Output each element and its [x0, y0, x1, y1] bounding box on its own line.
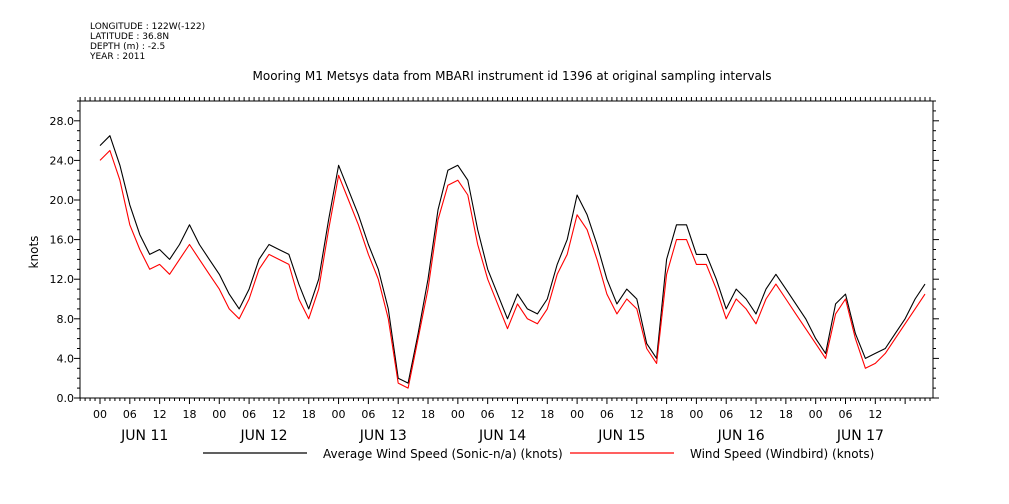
x-axis-tick-labels: 00 06 12 18 00 06 12 18 00 06 12 18 00 06 12 18 00 06 12 18… [93, 408, 882, 421]
metadata-year: YEAR : 2011 [90, 52, 146, 62]
x-day-label: JUN 12 [239, 428, 287, 444]
legend-label-average-wind: Average Wind Speed (Sonic-n/a) (knots) [323, 447, 563, 461]
y-tick-label: 0.0 [57, 392, 75, 405]
x-tick-label: 18 [302, 408, 316, 421]
y-tick-label: 12.0 [50, 273, 75, 286]
x-tick-label: 18 [779, 408, 793, 421]
y-tick-label: 20.0 [50, 194, 75, 207]
y-tick-label: 28.0 [50, 115, 75, 128]
metadata-longitude: LONGITUDE : 122W(-122) [90, 22, 206, 32]
x-tick-label: 06 [242, 408, 256, 421]
top-minor-ticks [79, 97, 931, 101]
x-tick-label: 18 [540, 408, 554, 421]
y-tick-label: 8.0 [57, 313, 75, 326]
x-tick-label: 00 [570, 408, 584, 421]
x-tick-label: 06 [719, 408, 733, 421]
metadata-block: LONGITUDE : 122W(-122) LATITUDE : 36.8N … [90, 22, 205, 62]
x-day-label: JUN 13 [359, 428, 407, 444]
metadata-depth: DEPTH (m) : -2.5 [90, 42, 166, 52]
x-day-label: JUN 17 [836, 428, 884, 444]
x-day-label: JUN 11 [120, 428, 168, 444]
x-day-label: JUN 16 [717, 428, 765, 444]
x-tick-label: 18 [182, 408, 196, 421]
x-tick-label: 00 [93, 408, 107, 421]
x-tick-label: 00 [212, 408, 226, 421]
x-tick-label: 00 [332, 408, 346, 421]
y-tick-label: 16.0 [50, 234, 75, 247]
x-tick-label: 06 [361, 408, 375, 421]
x-tick-label: 12 [510, 408, 524, 421]
x-day-label: JUN 15 [597, 428, 645, 444]
x-tick-label: 00 [809, 408, 823, 421]
x-tick-label: 06 [600, 408, 614, 421]
y-axis-label: knots [27, 236, 41, 269]
x-tick-label: 00 [689, 408, 703, 421]
x-tick-label: 06 [123, 408, 137, 421]
y-tick-label: 4.0 [57, 352, 75, 365]
x-tick-label: 06 [481, 408, 495, 421]
series-lines [99, 135, 926, 389]
x-tick-label: 12 [630, 408, 644, 421]
x-tick-label: 12 [153, 408, 167, 421]
y-axis-tick-labels: 0.0 4.0 8.0 12.0 16.0 20.0 24.0 28.0 [50, 115, 75, 405]
chart-title: Mooring M1 Metsys data from MBARI instru… [253, 69, 772, 83]
x-tick-label: 18 [421, 408, 435, 421]
y-tick-label: 24.0 [50, 154, 75, 167]
x-tick-label: 06 [839, 408, 853, 421]
x-axis-day-labels: JUN 11 JUN 12 JUN 13 JUN 14 JUN 15 JUN 16 JUN … [120, 428, 884, 444]
x-day-label: JUN 14 [478, 428, 526, 444]
x-tick-label: 18 [660, 408, 674, 421]
series-line-average-wind [99, 135, 926, 384]
x-axis-ticks [79, 398, 931, 404]
x-tick-label: 00 [451, 408, 465, 421]
metadata-latitude: LATITUDE : 36.8N [90, 32, 170, 42]
x-tick-label: 12 [749, 408, 763, 421]
series-line-windbird [99, 149, 926, 389]
y-axis-ticks [74, 100, 939, 399]
plot-frame [79, 100, 934, 399]
x-tick-label: 12 [868, 408, 882, 421]
x-tick-label: 12 [272, 408, 286, 421]
legend: Average Wind Speed (Sonic-n/a) (knots) W… [203, 447, 874, 461]
legend-label-windbird: Wind Speed (Windbird) (knots) [690, 447, 874, 461]
x-tick-label: 12 [391, 408, 405, 421]
